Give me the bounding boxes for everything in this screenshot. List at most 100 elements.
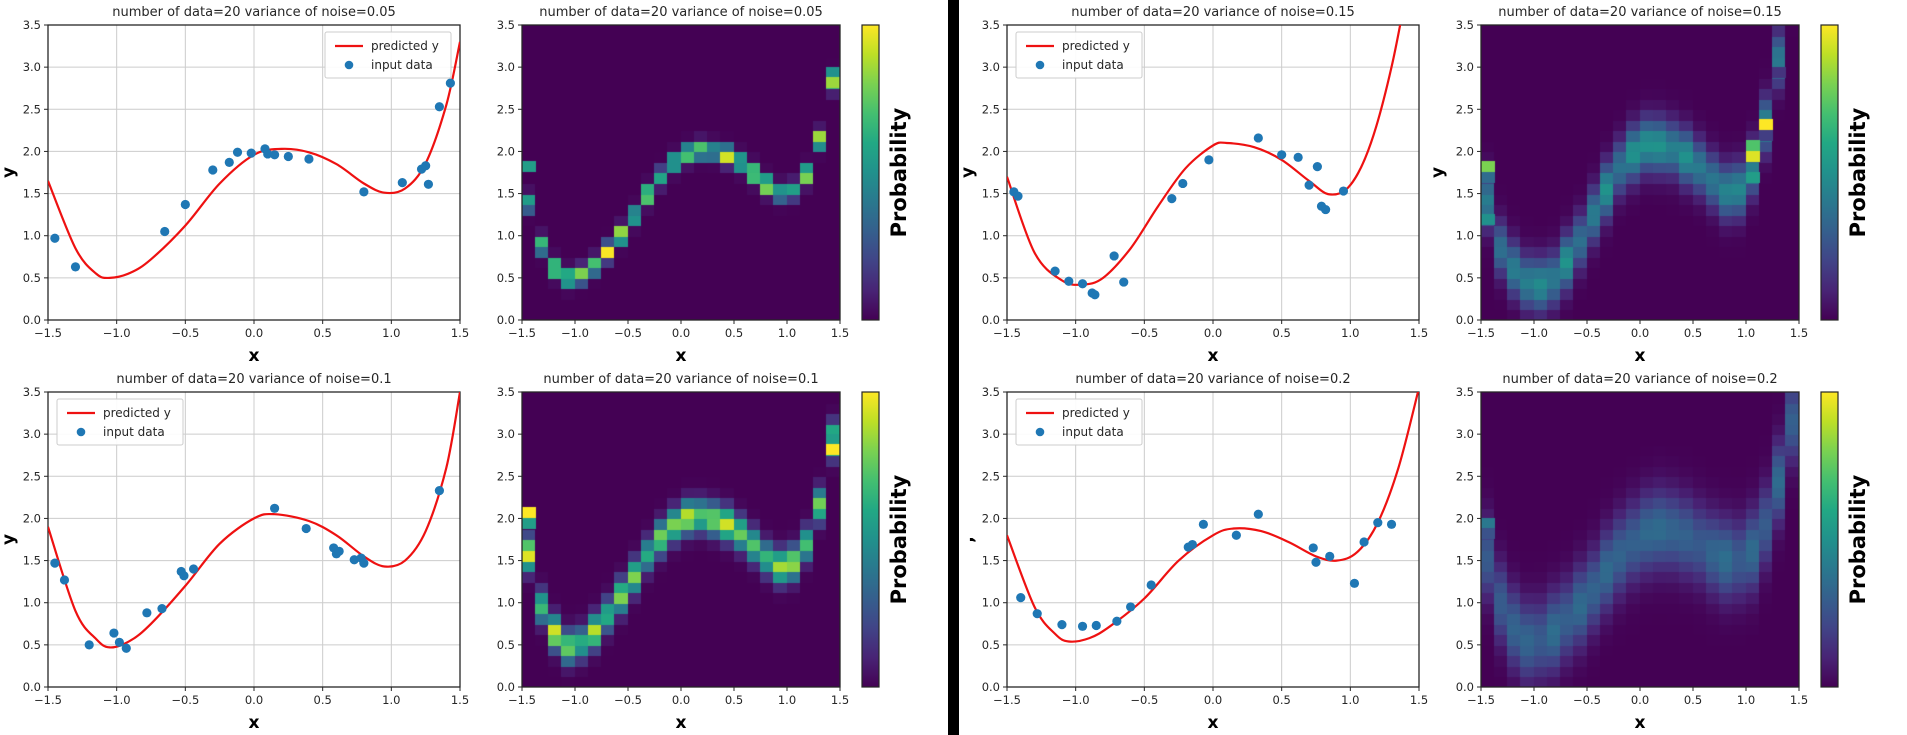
x-tick-label: 0.0	[1204, 326, 1222, 340]
predicted-y-curve	[48, 392, 460, 649]
y-tick-label: 0.5	[982, 638, 1000, 652]
heatmap-axes-heatmap-noise-015: −1.5 −1.0 −0.5 0.0 0.5 1.0 1.5 0.0 0.5 1.0 1.5 2.0 2…	[1429, 5, 1870, 366]
y-tick-label: 0.5	[982, 271, 1000, 285]
y-tick-label: 2.0	[982, 144, 1000, 158]
y-tick-label: 2.5	[497, 469, 515, 483]
x-tick-label: −0.5	[1573, 693, 1601, 707]
y-tick-label: 1.0	[982, 596, 1000, 610]
y-tick-label: 1.5	[982, 554, 1000, 568]
y-axis-label: y	[0, 534, 19, 545]
input-data-point	[1178, 178, 1188, 189]
x-tick-label: 0.5	[1684, 326, 1702, 340]
y-tick-label: 3.0	[497, 427, 515, 441]
x-tick-label: −0.5	[171, 326, 199, 340]
input-data-point	[188, 564, 199, 574]
y-tick-label: 3.0	[982, 427, 1000, 441]
input-data-point	[1349, 578, 1360, 588]
y-tick-label: 2.5	[1456, 469, 1474, 483]
y-tick-label: 0.0	[982, 680, 1000, 694]
input-data-point	[359, 187, 369, 197]
x-tick-label: 0.5	[314, 326, 332, 340]
panel-title: number of data=20 variance of noise=0.15	[1498, 5, 1782, 20]
input-data-point	[70, 262, 81, 272]
plot-border	[1480, 391, 1800, 688]
y-tick-label: 0.5	[497, 638, 515, 652]
scatter-plot-scatter-noise-010: −1.5 −1.0 −0.5 0.0 0.5 1.0 1.5 0.0 0.5 1.0 1.5 2.0 2…	[0, 372, 469, 733]
y-tick-label: 0.5	[23, 271, 41, 285]
predicted-y-curve	[1007, 25, 1402, 286]
input-data-point	[1016, 593, 1026, 603]
legend-dot-marker	[76, 427, 86, 437]
input-data-point	[421, 161, 431, 171]
x-tick-label: −0.5	[614, 693, 642, 707]
panel-heatmap-noise-010: −1.5 −1.0 −0.5 0.0 0.5 1.0 1.5 0.0 0.5 1.0 1.5 2.0 2…	[470, 367, 948, 734]
panel-heatmap-noise-015: −1.5 −1.0 −0.5 0.0 0.5 1.0 1.5 0.0 0.5 1.0 1.5 2.0 2…	[1429, 0, 1907, 367]
input-data-point	[1119, 277, 1129, 287]
y-tick-label: 1.5	[1456, 187, 1474, 201]
x-tick-label: 1.5	[1790, 326, 1808, 340]
y-tick-label: 1.5	[982, 187, 1000, 201]
input-data-point	[232, 147, 243, 157]
input-data-point	[142, 608, 152, 618]
panel-title: number of data=20 variance of noise=0.05	[112, 5, 396, 20]
input-data-point	[109, 628, 119, 638]
y-tick-label: 2.0	[497, 511, 515, 525]
legend: predicted y input data	[324, 31, 452, 79]
left-half: −1.5 −1.0 −0.5 0.0 0.5 1.0 1.5 0.0 0.5 1.0 1.5 2.0 2…	[0, 0, 948, 735]
x-tick-label: −1.5	[993, 693, 1021, 707]
heatmap-axes-heatmap-noise-010: −1.5 −1.0 −0.5 0.0 0.5 1.0 1.5 0.0 0.5 1.0 1.5 2.0 2…	[497, 372, 911, 733]
x-tick-label: −1.5	[993, 326, 1021, 340]
x-tick-label: −1.5	[34, 693, 62, 707]
input-data-point	[114, 637, 125, 647]
y-tick-label: 3.5	[1456, 385, 1474, 399]
colorbar	[861, 24, 880, 321]
y-axis-label: y	[1429, 167, 1448, 178]
input-data-point	[434, 102, 444, 112]
input-data-point	[121, 643, 131, 653]
legend-box	[324, 31, 452, 79]
x-tick-label: −1.0	[1520, 693, 1548, 707]
input-data-point	[1308, 543, 1318, 553]
x-tick-label: 0.5	[1684, 693, 1702, 707]
x-tick-label: 0.5	[314, 693, 332, 707]
panel-title: number of data=20 variance of noise=0.15	[1071, 5, 1355, 20]
scatter-plot-scatter-noise-015: −1.5 −1.0 −0.5 0.0 0.5 1.0 1.5 0.0 0.5 1.0 1.5 2.0 2…	[959, 5, 1428, 366]
probability-heatmap-heatmap-noise-015	[1481, 25, 1799, 320]
input-data-point	[434, 486, 444, 496]
x-tick-label: 1.5	[451, 693, 469, 707]
input-data-point	[359, 558, 369, 568]
x-tick-label: 1.0	[1737, 326, 1755, 340]
vertical-divider	[948, 0, 959, 735]
right-half: −1.5 −1.0 −0.5 0.0 0.5 1.0 1.5 0.0 0.5 1.0 1.5 2.0 2…	[959, 0, 1907, 735]
y-tick-label: 3.5	[982, 385, 1000, 399]
input-data-point	[180, 199, 190, 210]
input-data-point	[1198, 519, 1208, 529]
input-data-point	[1050, 266, 1060, 276]
y-tick-label: 3.0	[982, 60, 1000, 74]
legend-label-input-data: input data	[103, 425, 165, 439]
panel-scatter-noise-015: −1.5 −1.0 −0.5 0.0 0.5 1.0 1.5 0.0 0.5 1.0 1.5 2.0 2…	[959, 0, 1429, 367]
panel-heatmap-noise-005: −1.5 −1.0 −0.5 0.0 0.5 1.0 1.5 0.0 0.5 1.0 1.5 2.0 2…	[470, 0, 948, 367]
x-tick-label: 1.5	[1410, 693, 1428, 707]
input-data-point	[270, 150, 280, 160]
x-axis-label: x	[1208, 713, 1219, 733]
y-tick-label: 2.0	[497, 144, 515, 158]
x-tick-label: 0.5	[1273, 326, 1291, 340]
y-tick-label: 2.5	[23, 469, 41, 483]
y-tick-label: 1.5	[497, 187, 515, 201]
x-tick-label: −0.5	[1573, 326, 1601, 340]
colorbar-label: Probability	[887, 107, 911, 237]
legend-box	[1015, 31, 1143, 79]
panel-title: number of data=20 variance of noise=0.2	[1075, 372, 1350, 387]
panel-scatter-noise-005: −1.5 −1.0 −0.5 0.0 0.5 1.0 1.5 0.0 0.5 1.0 1.5 2.0 2…	[0, 0, 470, 367]
x-axis-label: x	[676, 713, 687, 733]
heatmap-axes-heatmap-noise-005: −1.5 −1.0 −0.5 0.0 0.5 1.0 1.5 0.0 0.5 1.0 1.5 2.0 2…	[497, 5, 911, 366]
y-tick-label: 2.0	[23, 144, 41, 158]
x-tick-label: −1.5	[508, 693, 536, 707]
x-tick-label: −1.5	[1467, 693, 1495, 707]
y-tick-label: 3.0	[23, 60, 41, 74]
legend-label-predicted-y: predicted y	[371, 39, 439, 53]
y-tick-label: 3.5	[23, 18, 41, 32]
input-data-point	[263, 149, 273, 159]
input-data-point	[445, 78, 455, 88]
